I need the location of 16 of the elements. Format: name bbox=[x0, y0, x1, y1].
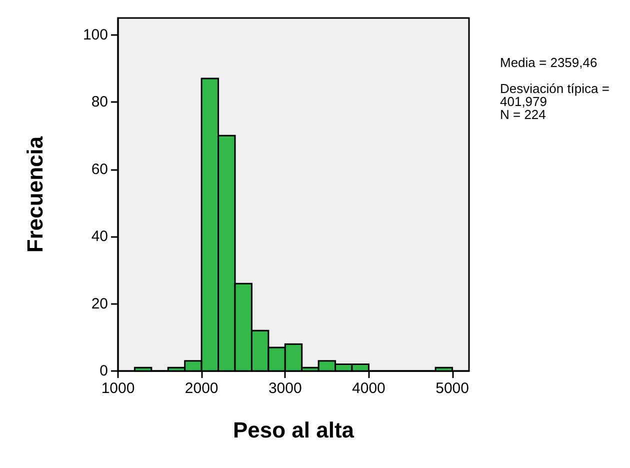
y-axis-title: Frecuencia bbox=[22, 136, 48, 253]
text: Media = 2359,46 bbox=[500, 55, 598, 70]
x-tick-label: 4000 bbox=[352, 380, 386, 397]
y-tick-label: 60 bbox=[91, 160, 108, 178]
y-tick-label: 40 bbox=[91, 228, 108, 246]
x-axis-title: Peso al alta bbox=[232, 418, 355, 442]
y-tick-label: 0 bbox=[100, 362, 108, 380]
x-tick-label: 3000 bbox=[268, 380, 302, 397]
x-tick-label: 2000 bbox=[184, 380, 218, 397]
text: Desviación típica = 401,979 bbox=[500, 81, 614, 109]
y-tick-label: 100 bbox=[82, 26, 108, 44]
text: N = 224 bbox=[500, 107, 546, 122]
x-tick-label: 1000 bbox=[101, 380, 135, 397]
y-tick-label: 20 bbox=[91, 295, 108, 312]
y-tick-label: 80 bbox=[91, 94, 108, 111]
x-tick-label: 5000 bbox=[436, 380, 469, 397]
